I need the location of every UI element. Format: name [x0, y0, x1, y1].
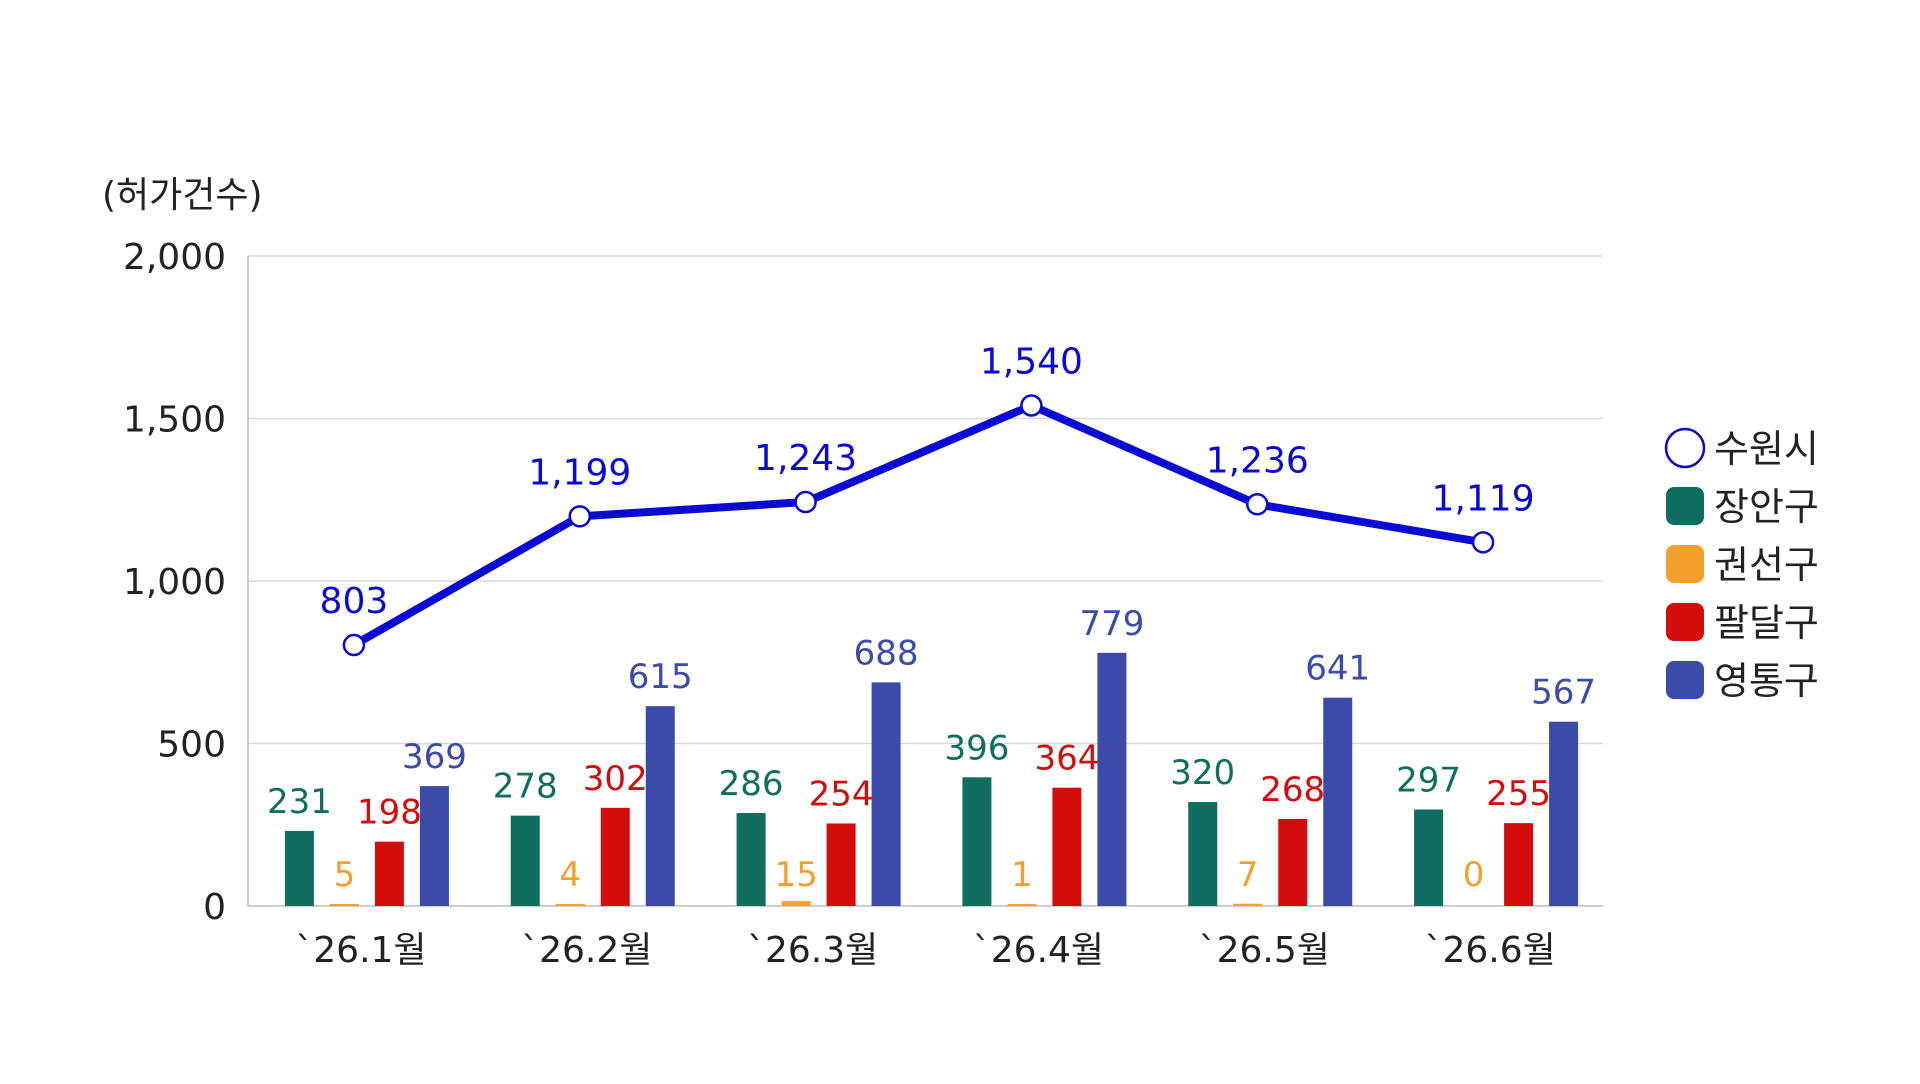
legend-marker-square — [1666, 603, 1704, 641]
bar-4 — [645, 706, 675, 906]
bar-3 — [600, 807, 630, 906]
bar-2 — [555, 904, 585, 906]
bar-data-label: 779 — [1079, 604, 1144, 644]
bar-data-label: 396 — [944, 728, 1009, 768]
legend-label: 장안구 — [1714, 485, 1819, 529]
bar-data-label: 7 — [1237, 855, 1259, 895]
bar-data-label: 364 — [1034, 739, 1099, 779]
bar-data-label: 255 — [1486, 774, 1551, 814]
bar-data-label: 641 — [1305, 649, 1370, 689]
bar-3 — [374, 841, 404, 906]
bar-4 — [871, 682, 901, 906]
legend-marker-circle — [1664, 427, 1706, 469]
bar-2 — [329, 904, 359, 906]
bar-data-label: 268 — [1260, 770, 1325, 810]
x-tick-label: `26.1월 — [295, 930, 426, 971]
bar-data-label: 231 — [267, 782, 332, 822]
bar-4 — [1323, 697, 1353, 906]
bar-data-label: 302 — [583, 759, 648, 799]
bar-1 — [736, 813, 766, 906]
line-point — [1246, 493, 1269, 516]
bar-data-label: 1 — [1011, 855, 1033, 895]
bar-data-label: 4 — [559, 855, 581, 895]
bar-3 — [1052, 787, 1082, 906]
legend-label: 영통구 — [1714, 659, 1819, 703]
line-data-label: 1,243 — [754, 438, 857, 479]
line-point — [568, 505, 591, 528]
y-tick-label: 0 — [203, 887, 226, 928]
legend-label: 수원시 — [1714, 427, 1819, 471]
line-data-label: 1,236 — [1206, 440, 1309, 481]
bar-3 — [1504, 823, 1534, 906]
bar-3 — [826, 823, 856, 906]
x-tick-label: `26.6월 — [1424, 930, 1555, 971]
bar-data-label: 320 — [1170, 753, 1235, 793]
grid-layer — [247, 255, 1603, 907]
line-point — [794, 490, 817, 514]
x-tick-label: `26.4월 — [973, 930, 1104, 971]
line-data-label: 1,540 — [980, 342, 1083, 383]
line-series — [351, 401, 1484, 649]
label-layer: 231 278 286 396 320 297 5 4 15 1 7 0 198 302 254 364 268… — [267, 342, 1596, 896]
line-data-label: 1,199 — [528, 452, 631, 493]
bar-2 — [781, 901, 811, 906]
bar-1 — [284, 830, 314, 906]
bar-data-label: 297 — [1396, 760, 1461, 800]
bar-data-label: 254 — [809, 774, 874, 814]
x-tick-label: `26.3월 — [747, 930, 878, 971]
y-tick-label: 1,000 — [123, 562, 226, 603]
bar-data-label: 198 — [357, 793, 422, 833]
bar-data-label: 278 — [493, 767, 558, 807]
y-tick-label: 2,000 — [123, 237, 226, 278]
bar-2 — [1007, 904, 1037, 906]
line-layer — [342, 394, 1495, 657]
line-point — [1020, 394, 1043, 417]
line-data-label: 1,119 — [1432, 478, 1535, 519]
bar-data-label: 369 — [402, 737, 467, 777]
bar-4 — [1549, 721, 1579, 906]
legend-marker-square — [1666, 487, 1704, 525]
bar-data-label: 15 — [774, 855, 817, 895]
legend-marker-square — [1666, 661, 1704, 699]
bar-data-label: 688 — [854, 633, 919, 673]
bar-data-label: 567 — [1531, 673, 1596, 713]
x-tick-label: `26.5월 — [1199, 930, 1330, 971]
bar-4 — [419, 786, 449, 906]
bar-1 — [1188, 802, 1218, 906]
bar-data-label: 615 — [628, 657, 693, 697]
bar-4 — [1097, 652, 1127, 906]
bar-data-label: 5 — [334, 855, 356, 895]
axis-layer: (허가건수) 0 500 1,000 1,500 2,000 `26.1월 `26.2월 `2… — [102, 175, 1556, 971]
line-point — [1471, 531, 1495, 554]
legend-marker-square — [1666, 545, 1704, 583]
bar-2 — [1233, 903, 1263, 906]
y-tick-label: 500 — [157, 725, 226, 766]
legend-label: 권선구 — [1714, 543, 1819, 587]
bar-data-label: 286 — [719, 764, 784, 804]
bar-1 — [962, 777, 992, 906]
bar-1 — [510, 815, 540, 906]
legend-label: 팔달구 — [1714, 601, 1819, 645]
bar-3 — [1278, 818, 1308, 906]
line-point — [342, 633, 366, 657]
bar-layer — [284, 652, 1579, 906]
bar-1 — [1414, 809, 1444, 906]
bar-data-label: 0 — [1463, 855, 1485, 895]
line-data-label: 803 — [320, 581, 389, 622]
y-tick-label: 1,500 — [123, 400, 226, 441]
x-tick-label: `26.2월 — [521, 930, 652, 971]
y-axis-label: (허가건수) — [102, 175, 263, 216]
